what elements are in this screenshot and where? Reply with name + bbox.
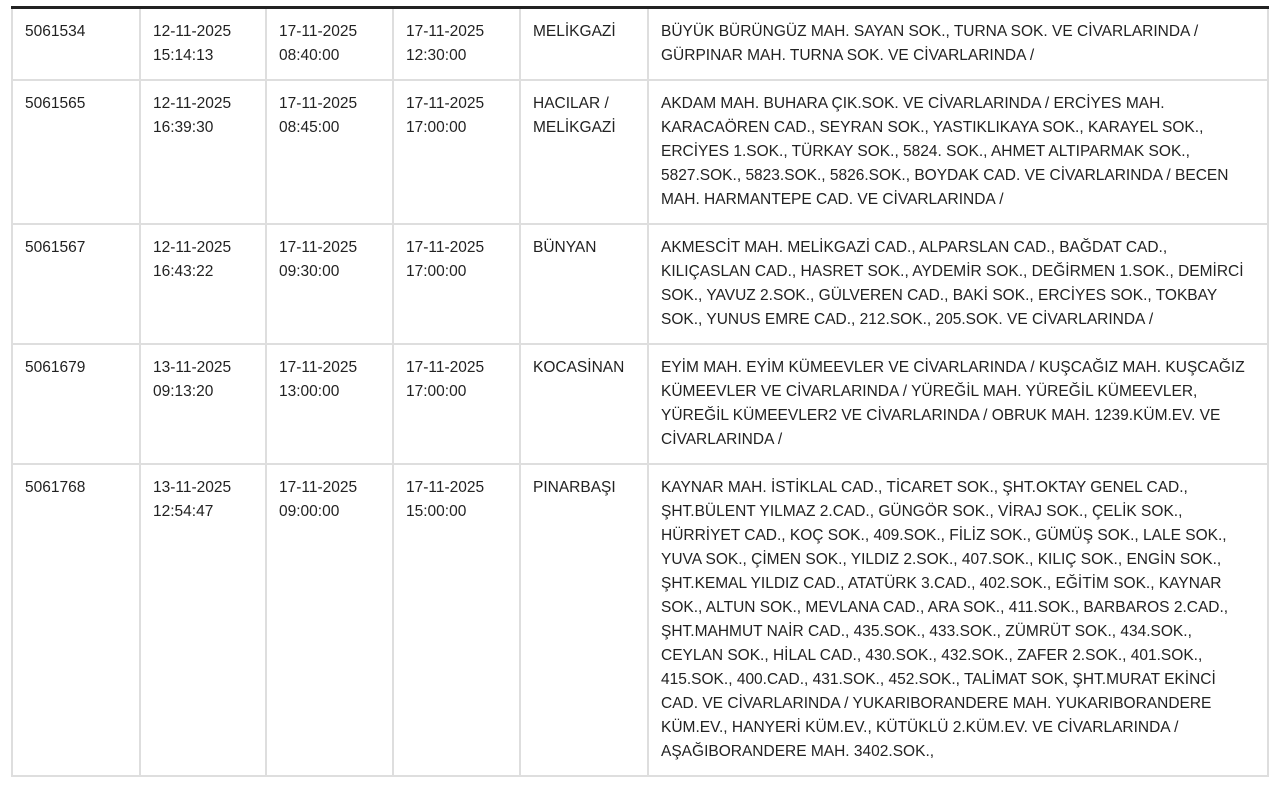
locations-cell-text: EYİM MAH. EYİM KÜMEEVLER VE CİVARLARINDA… — [661, 359, 1245, 448]
created-cell: 12-11-2025 16:43:22 — [139, 223, 267, 345]
table-row: 5061768 13-11-2025 12:54:47 17-11-2025 09:00… — [11, 463, 1269, 777]
end-cell-text: 17-11-2025 — [406, 95, 485, 112]
created-cell-text: 12-11-2025 — [153, 95, 232, 112]
outage-id-cell-text: 5061768 — [25, 479, 86, 496]
start-cell-text: 17-11-2025 — [279, 239, 358, 256]
locations-cell: AKDAM MAH. BUHARA ÇIK.SOK. VE CİVARLARIN… — [647, 79, 1269, 225]
outage-id-cell-text: 5061565 — [25, 95, 86, 112]
created-cell-text: 16:39:30 — [153, 119, 214, 136]
locations-cell: KAYNAR MAH. İSTİKLAL CAD., TİCARET SOK.,… — [647, 463, 1269, 777]
outage-id-cell-text: 5061534 — [25, 23, 86, 40]
outage-id-cell: 5061567 — [11, 223, 141, 345]
outage-table: 5061534 12-11-2025 15:14:13 17-11-2025 08:40… — [11, 6, 1269, 777]
end-cell: 17-11-2025 12:30:00 — [392, 6, 521, 81]
start-cell-text: 17-11-2025 — [279, 95, 358, 112]
outage-id-cell: 5061565 — [11, 79, 141, 225]
table-row: 5061679 13-11-2025 09:13:20 17-11-2025 13:00… — [11, 343, 1269, 465]
end-cell-text: 17:00:00 — [406, 119, 467, 136]
district-cell-text: PINARBAŞI — [533, 479, 616, 496]
end-cell: 17-11-2025 15:00:00 — [392, 463, 521, 777]
outage-id-cell: 5061679 — [11, 343, 141, 465]
start-cell: 17-11-2025 09:00:00 — [265, 463, 394, 777]
outage-id-cell-text: 5061679 — [25, 359, 86, 376]
start-cell-text: 09:30:00 — [279, 263, 340, 280]
start-cell-text: 08:40:00 — [279, 47, 340, 64]
table-row: 5061534 12-11-2025 15:14:13 17-11-2025 08:40… — [11, 6, 1269, 81]
created-cell-text: 12:54:47 — [153, 503, 214, 520]
end-cell-text: 17:00:00 — [406, 383, 467, 400]
created-cell: 12-11-2025 16:39:30 — [139, 79, 267, 225]
table-row: 5061567 12-11-2025 16:43:22 17-11-2025 09:30… — [11, 223, 1269, 345]
district-cell-text: HACILAR / MELİKGAZİ — [533, 95, 616, 136]
start-cell: 17-11-2025 09:30:00 — [265, 223, 394, 345]
district-cell-text: BÜNYAN — [533, 239, 597, 256]
district-cell: KOCASİNAN — [519, 343, 649, 465]
created-cell: 13-11-2025 09:13:20 — [139, 343, 267, 465]
end-cell-text: 17:00:00 — [406, 263, 467, 280]
locations-cell-text: KAYNAR MAH. İSTİKLAL CAD., TİCARET SOK.,… — [661, 479, 1229, 760]
end-cell-text: 12:30:00 — [406, 47, 467, 64]
created-cell-text: 12-11-2025 — [153, 239, 232, 256]
locations-cell: EYİM MAH. EYİM KÜMEEVLER VE CİVARLARINDA… — [647, 343, 1269, 465]
start-cell-text: 08:45:00 — [279, 119, 340, 136]
end-cell-text: 17-11-2025 — [406, 23, 485, 40]
created-cell: 13-11-2025 12:54:47 — [139, 463, 267, 777]
start-cell-text: 17-11-2025 — [279, 23, 358, 40]
table-row: 5061565 12-11-2025 16:39:30 17-11-2025 08:45… — [11, 79, 1269, 225]
outage-id-cell: 5061768 — [11, 463, 141, 777]
locations-cell-text: BÜYÜK BÜRÜNGÜZ MAH. SAYAN SOK., TURNA SO… — [661, 23, 1199, 64]
start-cell: 17-11-2025 13:00:00 — [265, 343, 394, 465]
created-cell-text: 15:14:13 — [153, 47, 214, 64]
created-cell-text: 13-11-2025 — [153, 479, 232, 496]
end-cell: 17-11-2025 17:00:00 — [392, 223, 521, 345]
start-cell: 17-11-2025 08:45:00 — [265, 79, 394, 225]
start-cell-text: 13:00:00 — [279, 383, 340, 400]
district-cell: MELİKGAZİ — [519, 6, 649, 81]
end-cell-text: 15:00:00 — [406, 503, 467, 520]
start-cell-text: 17-11-2025 — [279, 479, 358, 496]
district-cell-text: MELİKGAZİ — [533, 23, 616, 40]
district-cell: HACILAR / MELİKGAZİ — [519, 79, 649, 225]
end-cell: 17-11-2025 17:00:00 — [392, 79, 521, 225]
end-cell-text: 17-11-2025 — [406, 479, 485, 496]
district-cell: PINARBAŞI — [519, 463, 649, 777]
district-cell-text: KOCASİNAN — [533, 359, 625, 376]
created-cell-text: 09:13:20 — [153, 383, 214, 400]
locations-cell-text: AKDAM MAH. BUHARA ÇIK.SOK. VE CİVARLARIN… — [661, 95, 1229, 208]
start-cell: 17-11-2025 08:40:00 — [265, 6, 394, 81]
end-cell-text: 17-11-2025 — [406, 359, 485, 376]
created-cell: 12-11-2025 15:14:13 — [139, 6, 267, 81]
locations-cell: BÜYÜK BÜRÜNGÜZ MAH. SAYAN SOK., TURNA SO… — [647, 6, 1269, 81]
locations-cell: AKMESCİT MAH. MELİKGAZİ CAD., ALPARSLAN … — [647, 223, 1269, 345]
created-cell-text: 12-11-2025 — [153, 23, 232, 40]
district-cell: BÜNYAN — [519, 223, 649, 345]
created-cell-text: 16:43:22 — [153, 263, 214, 280]
end-cell: 17-11-2025 17:00:00 — [392, 343, 521, 465]
locations-cell-text: AKMESCİT MAH. MELİKGAZİ CAD., ALPARSLAN … — [661, 239, 1244, 328]
created-cell-text: 13-11-2025 — [153, 359, 232, 376]
outage-id-cell: 5061534 — [11, 6, 141, 81]
outage-id-cell-text: 5061567 — [25, 239, 86, 256]
start-cell-text: 17-11-2025 — [279, 359, 358, 376]
start-cell-text: 09:00:00 — [279, 503, 340, 520]
end-cell-text: 17-11-2025 — [406, 239, 485, 256]
